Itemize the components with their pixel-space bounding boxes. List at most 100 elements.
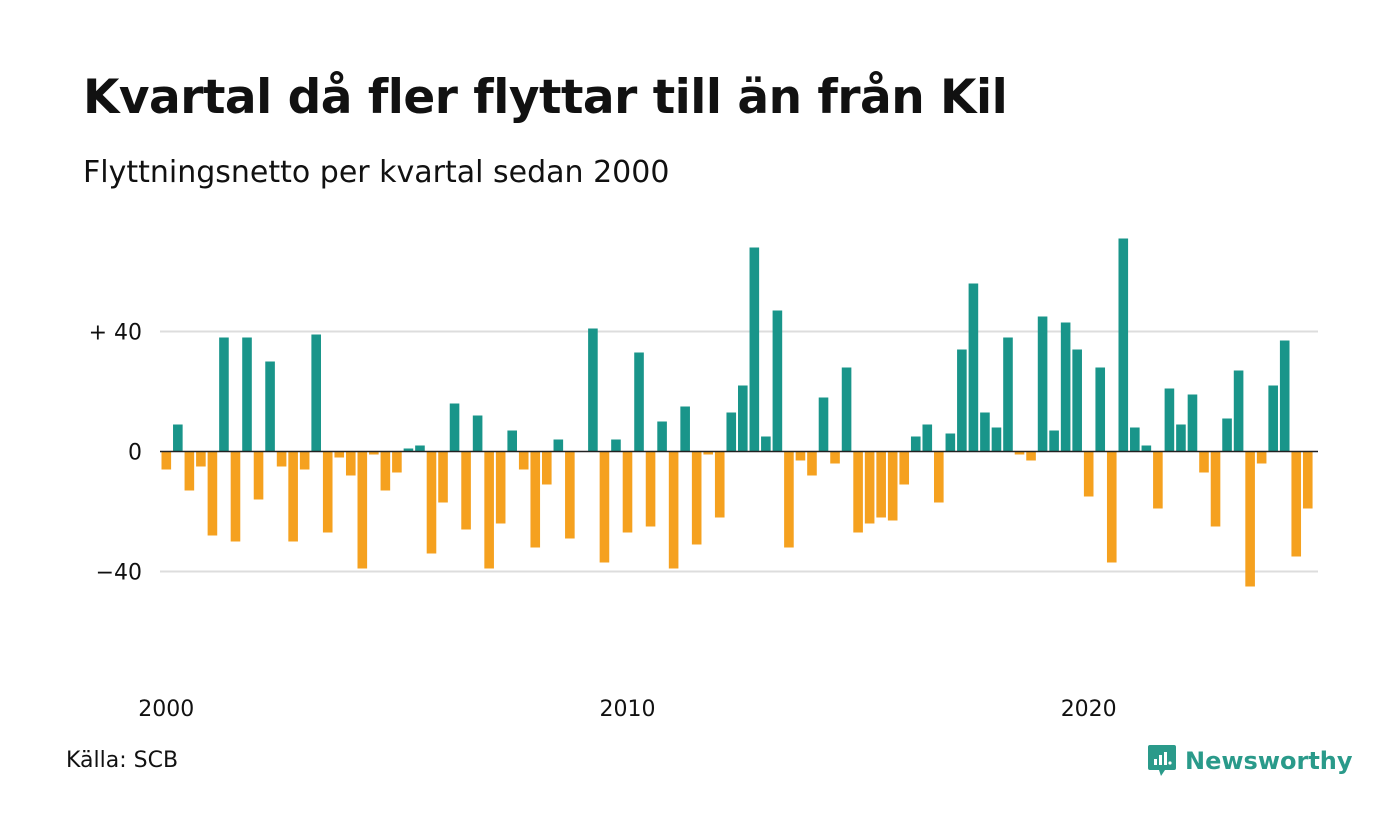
bar — [530, 451, 541, 548]
bar — [1130, 427, 1140, 452]
bar — [369, 451, 379, 455]
bar — [553, 439, 564, 452]
bar — [899, 451, 910, 485]
x-tick-label: 2020 — [1061, 697, 1117, 722]
axes: + 40 0 −40 2000 2010 2020 — [89, 321, 1318, 722]
bar — [1233, 370, 1244, 452]
bar — [738, 385, 748, 452]
bar — [357, 451, 368, 569]
bar — [1210, 451, 1221, 527]
y-tick-label: −40 — [96, 561, 142, 586]
y-tick-label: + 40 — [89, 321, 142, 346]
bar — [1222, 418, 1232, 452]
bar — [968, 283, 979, 452]
newsworthy-icon — [1148, 745, 1176, 776]
bar — [495, 451, 506, 524]
bar — [726, 412, 737, 452]
bar — [173, 424, 183, 452]
bar — [196, 451, 206, 467]
bar — [161, 451, 172, 470]
bar — [1291, 451, 1302, 557]
bar — [438, 451, 448, 503]
bar — [1268, 385, 1278, 452]
bar — [680, 406, 690, 452]
bar — [668, 451, 679, 569]
y-tick-label: 0 — [128, 441, 142, 466]
bar — [611, 439, 621, 452]
chart-subtitle: Flyttningsnetto per kvartal sedan 2000 — [83, 155, 670, 190]
bar — [472, 415, 483, 452]
bar — [1037, 316, 1048, 452]
bar — [1141, 445, 1152, 452]
bar — [299, 451, 310, 470]
bar — [1072, 349, 1082, 452]
bar — [599, 451, 610, 563]
bar — [864, 451, 875, 524]
bar — [761, 436, 771, 452]
bar — [1106, 451, 1117, 563]
bar — [311, 334, 321, 452]
brand-logo[interactable]: Newsworthy — [1147, 744, 1353, 778]
bar — [322, 451, 333, 533]
bar — [622, 451, 633, 533]
bar — [484, 451, 494, 569]
bar — [749, 247, 760, 452]
bar — [980, 412, 990, 452]
bar — [853, 451, 863, 533]
bar — [691, 451, 702, 545]
bar — [1176, 424, 1186, 452]
bar — [991, 427, 1002, 452]
bar — [910, 436, 921, 452]
bar — [207, 451, 218, 536]
x-tick-label: 2000 — [138, 697, 194, 722]
bar — [714, 451, 725, 518]
bar — [876, 451, 886, 518]
bar — [265, 361, 275, 452]
bar — [588, 328, 598, 452]
brand-name: Newsworthy — [1185, 747, 1353, 775]
bar — [657, 421, 667, 452]
bar — [1256, 451, 1267, 464]
bar — [288, 451, 298, 542]
bar — [426, 451, 437, 554]
bar — [645, 451, 656, 527]
bar — [1164, 388, 1175, 452]
bar — [1060, 322, 1071, 452]
bar — [887, 451, 898, 521]
bar — [1199, 451, 1209, 473]
bar — [1302, 451, 1313, 509]
bar — [507, 430, 517, 452]
bar — [772, 310, 783, 452]
bar — [841, 367, 852, 452]
bar — [415, 445, 425, 452]
bar — [703, 451, 714, 455]
bar — [818, 397, 829, 452]
bar — [957, 349, 967, 452]
bar — [541, 451, 552, 485]
bar — [380, 451, 391, 491]
bar — [1049, 430, 1059, 452]
bar — [345, 451, 356, 476]
bar — [1014, 451, 1025, 455]
bars — [161, 238, 1313, 587]
source-note: Källa: SCB — [66, 748, 179, 773]
bar — [518, 451, 529, 470]
bar — [945, 433, 956, 452]
bar — [922, 424, 933, 452]
bar — [1279, 340, 1290, 452]
bar — [242, 337, 252, 452]
bar — [392, 451, 402, 473]
bar — [253, 451, 264, 500]
bar — [1187, 394, 1198, 452]
bar — [795, 451, 806, 461]
bar — [934, 451, 944, 503]
bar — [565, 451, 575, 539]
bar — [1153, 451, 1163, 509]
x-tick-label: 2010 — [600, 697, 656, 722]
bar — [334, 451, 345, 458]
bar — [784, 451, 794, 548]
bar — [449, 403, 460, 452]
bar — [403, 448, 414, 452]
bar — [230, 451, 241, 542]
